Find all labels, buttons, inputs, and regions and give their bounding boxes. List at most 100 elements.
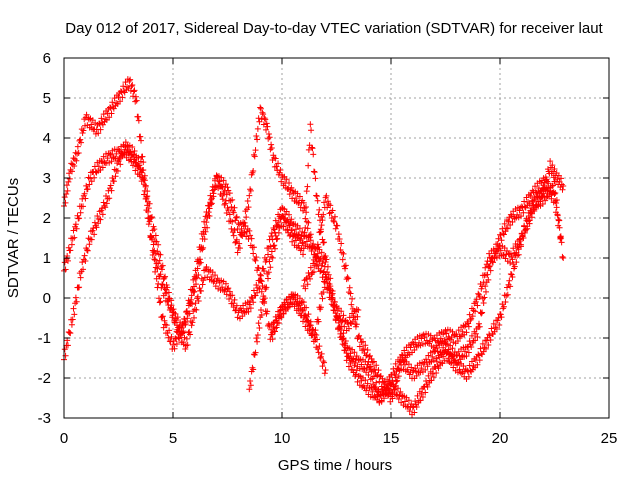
point-track-6-251 bbox=[496, 242, 503, 249]
point-track-2-154 bbox=[182, 321, 189, 328]
point-track-1-335 bbox=[321, 359, 328, 366]
point-track-6-260 bbox=[503, 225, 510, 232]
point-track-2-204 bbox=[221, 201, 228, 208]
point-track-5-283 bbox=[488, 325, 495, 332]
point-track-1-119 bbox=[152, 257, 159, 264]
point-track-4-2 bbox=[247, 382, 254, 389]
point-track-3-241 bbox=[250, 299, 257, 306]
point-track-2-119 bbox=[155, 280, 162, 287]
point-track-2-116 bbox=[152, 264, 159, 271]
point-track-3-116 bbox=[152, 232, 159, 239]
point-track-6-250 bbox=[495, 235, 502, 242]
point-track-5-286 bbox=[490, 320, 497, 327]
point-track-2-5 bbox=[64, 257, 71, 264]
point-track-3-74 bbox=[119, 153, 126, 160]
point-track-2-8 bbox=[67, 247, 74, 254]
point-track-2-171 bbox=[195, 258, 202, 265]
point-track-2-2 bbox=[62, 266, 69, 273]
point-track-6-228 bbox=[478, 310, 485, 317]
point-track-5-172 bbox=[402, 398, 409, 405]
point-track-4-288 bbox=[469, 313, 476, 320]
point-track-6-312 bbox=[543, 185, 550, 192]
point-track-1-13 bbox=[70, 155, 77, 162]
point-track-3-217 bbox=[231, 296, 238, 303]
point-track-5-151 bbox=[385, 385, 392, 392]
point-track-5-242 bbox=[456, 366, 463, 373]
point-track-1-333 bbox=[319, 363, 326, 370]
point-track-2-207 bbox=[223, 210, 230, 217]
point-track-4-139 bbox=[353, 352, 360, 359]
point-track-6-31 bbox=[324, 198, 331, 205]
point-track-5-67 bbox=[320, 289, 327, 296]
point-track-1-304 bbox=[296, 295, 303, 302]
point-track-3-141 bbox=[172, 319, 179, 326]
point-track-5-2 bbox=[269, 329, 276, 336]
point-track-5-166 bbox=[397, 388, 404, 395]
point-track-4-68 bbox=[299, 240, 306, 247]
point-track-2-303 bbox=[297, 204, 304, 211]
point-track-6-96 bbox=[375, 367, 382, 374]
point-track-2-205 bbox=[222, 200, 229, 207]
point-track-3-122 bbox=[157, 251, 164, 258]
point-track-6-2 bbox=[302, 285, 309, 292]
point-track-2-111 bbox=[148, 236, 155, 243]
point-track-4-89 bbox=[314, 197, 321, 204]
point-track-1-135 bbox=[164, 298, 171, 305]
point-track-5-122 bbox=[363, 387, 370, 394]
point-track-2-176 bbox=[199, 235, 206, 242]
point-track-1-76 bbox=[119, 94, 126, 101]
point-track-5-272 bbox=[479, 340, 486, 347]
point-track-5-58 bbox=[313, 332, 320, 339]
point-track-6-207 bbox=[461, 348, 468, 355]
point-track-6-237 bbox=[485, 276, 492, 283]
point-track-6-114 bbox=[389, 395, 396, 402]
point-track-1-101 bbox=[138, 137, 145, 144]
y-tick-label-4: 1 bbox=[43, 250, 51, 267]
point-track-3-118 bbox=[154, 248, 161, 255]
point-track-3-63 bbox=[110, 178, 117, 185]
point-track-1-49 bbox=[98, 115, 105, 122]
point-track-3-174 bbox=[198, 288, 205, 295]
point-track-6-53 bbox=[342, 265, 349, 272]
point-track-1-59 bbox=[106, 114, 113, 121]
point-track-2-213 bbox=[228, 225, 235, 232]
point-track-2-21 bbox=[77, 209, 84, 216]
point-track-2-263 bbox=[266, 134, 273, 141]
point-track-4-247 bbox=[437, 335, 444, 342]
point-track-6-49 bbox=[338, 249, 345, 256]
point-track-6-266 bbox=[507, 211, 514, 218]
point-track-1-2 bbox=[62, 199, 69, 206]
point-track-3-107 bbox=[145, 205, 152, 212]
point-track-2-157 bbox=[184, 310, 191, 317]
point-track-6-277 bbox=[516, 207, 523, 214]
point-track-4-26 bbox=[266, 258, 273, 265]
point-track-5-364 bbox=[551, 178, 558, 185]
point-track-6-37 bbox=[329, 207, 336, 214]
point-track-2-127 bbox=[161, 317, 168, 324]
point-track-6-157 bbox=[423, 356, 430, 363]
point-track-3-55 bbox=[104, 195, 111, 202]
point-track-6-43 bbox=[334, 222, 341, 229]
point-track-2-256 bbox=[261, 115, 268, 122]
point-track-5-90 bbox=[338, 326, 345, 333]
point-track-1-248 bbox=[253, 254, 260, 261]
point-track-1-209 bbox=[222, 181, 229, 188]
point-track-2-334 bbox=[321, 279, 328, 286]
point-track-2-114 bbox=[151, 256, 158, 263]
point-track-3-145 bbox=[175, 324, 182, 331]
point-track-3-27 bbox=[82, 257, 89, 264]
point-track-1-11 bbox=[68, 168, 75, 175]
point-track-3-71 bbox=[117, 161, 124, 168]
point-track-3-31 bbox=[85, 235, 92, 242]
point-track-4-81 bbox=[308, 144, 315, 151]
point-track-2-214 bbox=[229, 218, 236, 225]
point-track-1-62 bbox=[108, 110, 115, 117]
point-track-5-268 bbox=[476, 357, 483, 364]
point-track-4-297 bbox=[476, 293, 483, 300]
point-track-4-87 bbox=[313, 192, 320, 199]
point-track-3-242 bbox=[250, 287, 257, 294]
data-points bbox=[61, 76, 567, 418]
point-track-3-172 bbox=[196, 285, 203, 292]
point-track-6-245 bbox=[491, 254, 498, 261]
point-track-5-20 bbox=[283, 297, 290, 304]
